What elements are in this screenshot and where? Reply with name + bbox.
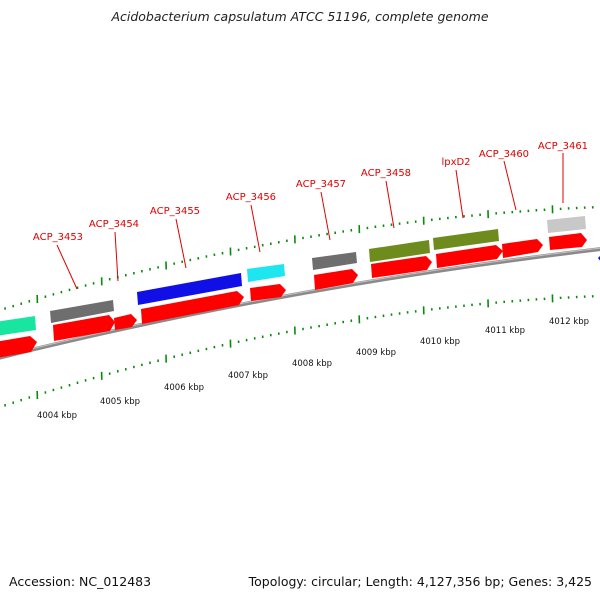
gene-label: ACP_3453 [33, 232, 83, 243]
feature-bar [433, 229, 499, 250]
gene-labels: ACP_3453 ACP_3454 ACP_3455 ACP_3456 ACP_… [33, 141, 588, 243]
cds-arrow [436, 245, 503, 268]
kbp-label: 4009 kbp [356, 348, 396, 358]
gene-label: ACP_3456 [226, 192, 276, 203]
kbp-label: 4007 kbp [228, 371, 268, 381]
feature-bar [547, 216, 586, 233]
kbp-labels: 4004 kbp 4005 kbp 4006 kbp 4007 kbp 4008… [37, 317, 589, 421]
cds-arrow [53, 315, 115, 341]
feature-bar [369, 240, 430, 262]
cds-arrow [314, 269, 358, 290]
accession-text: Accession: NC_012483 [9, 574, 152, 589]
cds-arrow [502, 239, 543, 258]
cds-arrow [371, 256, 432, 278]
cds-arrow [549, 233, 587, 250]
cds-arrow [114, 314, 137, 330]
cds-arrow [250, 284, 286, 301]
gene-label: ACP_3457 [296, 179, 346, 190]
inner-tick-row [4, 294, 594, 407]
leader-line [250, 204, 261, 253]
leader-line [503, 160, 517, 211]
cds-track [0, 233, 587, 358]
gene-label: lpxD2 [441, 157, 470, 168]
leader-line [114, 231, 119, 282]
leader-line [385, 180, 395, 229]
kbp-label: 4012 kbp [549, 317, 589, 327]
leader-line [56, 244, 78, 290]
leader-line [175, 218, 187, 269]
kbp-label: 4011 kbp [485, 326, 525, 336]
gene-label: ACP_3460 [479, 149, 529, 160]
gene-label: ACP_3454 [89, 219, 139, 230]
gene-label: ACP_3461 [538, 141, 588, 152]
label-leaders [56, 153, 564, 290]
cds-arrow [141, 291, 244, 324]
feature-bar [0, 316, 36, 336]
kbp-label: 4005 kbp [100, 397, 140, 407]
kbp-label: 4010 kbp [420, 337, 460, 347]
kbp-label: 4008 kbp [292, 359, 332, 369]
leader-line [320, 191, 331, 241]
feature-bar [312, 252, 357, 270]
gene-label: ACP_3458 [361, 168, 411, 179]
genome-backbone-highlight [0, 247, 600, 358]
feature-track [0, 216, 600, 336]
cds-arrow [0, 336, 37, 358]
map-title: Acidobacterium capsulatum ATCC 51196, co… [111, 9, 489, 24]
gene-label: ACP_3455 [150, 206, 200, 217]
outer-tick-row [4, 205, 594, 310]
kbp-label: 4006 kbp [164, 383, 204, 393]
genome-backbone [0, 247, 600, 360]
feature-bar [50, 300, 114, 323]
kbp-label: 4004 kbp [37, 411, 77, 421]
leader-line [455, 169, 464, 219]
genome-summary-text: Topology: circular; Length: 4,127,356 bp… [248, 574, 592, 589]
feature-bar [137, 273, 242, 305]
feature-bar [247, 264, 285, 282]
